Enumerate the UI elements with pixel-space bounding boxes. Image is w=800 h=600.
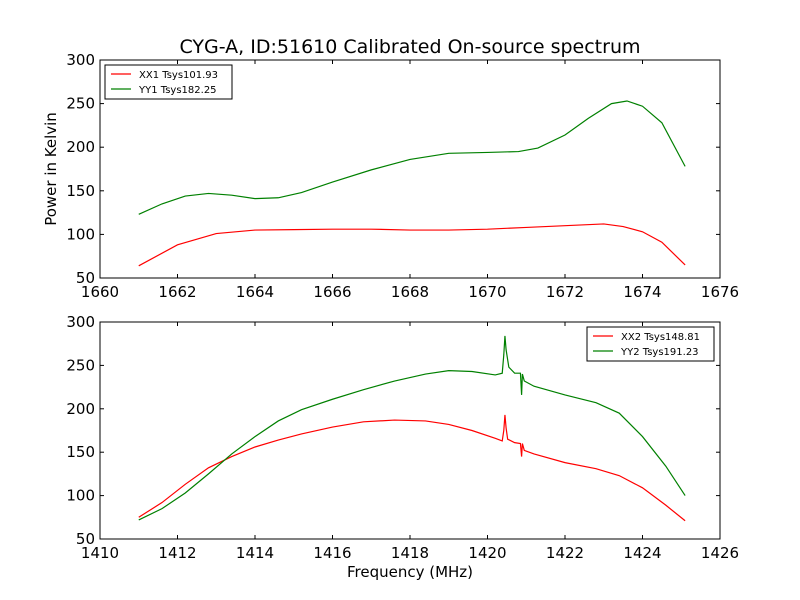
legend-label-2-2: YY2 Tsys191.23 (620, 347, 699, 358)
legend-label-2-1: XX2 Tsys148.81 (621, 332, 700, 343)
y-tick-label: 300 (66, 51, 95, 69)
y-tick-label: 200 (66, 400, 95, 418)
x-tick-label: 1418 (391, 544, 429, 562)
y-tick-label: 250 (66, 356, 95, 374)
y-tick-label: 50 (76, 269, 95, 287)
legend-box-1 (104, 64, 233, 100)
y-tick-label: 250 (66, 95, 95, 113)
y-tick-label: 100 (66, 487, 95, 505)
x-tick-label: 1670 (468, 283, 506, 301)
legend-label-1-1: XX1 Tsys101.93 (139, 70, 218, 81)
series-line-1-2 (138, 100, 686, 215)
x-tick-label: 1412 (158, 544, 196, 562)
x-tick-label: 1662 (158, 283, 196, 301)
x-tick-label: 1672 (546, 283, 584, 301)
bottom-spectrum-chart: 1410 1412 1414 1416 1418 1420 1422 1424 1426 50 10… (66, 313, 739, 581)
x-tick-label: 1676 (701, 283, 739, 301)
x-tick-label: 1664 (236, 283, 274, 301)
x-tick-label: 1426 (701, 544, 739, 562)
x-tick-label: 1666 (313, 283, 351, 301)
y-tick-label: 300 (66, 313, 95, 331)
series-line-1-1 (138, 223, 686, 267)
series-line-2-1 (138, 414, 686, 522)
x-tick-label: 1414 (236, 544, 274, 562)
y-tick-label: 50 (76, 530, 95, 548)
x-axis-label-2: Frequency (MHz) (347, 563, 473, 581)
y-tick-label: 200 (66, 138, 95, 156)
legend-label-1-2: YY1 Tsys182.25 (138, 85, 217, 96)
series-line-2-2 (138, 335, 686, 521)
x-tick-label: 1424 (623, 544, 661, 562)
x-tick-label: 1420 (468, 544, 506, 562)
x-tick-label: 1660 (81, 283, 119, 301)
y-tick-label: 100 (66, 225, 95, 243)
y-axis-label-1: Power in Kelvin (42, 112, 60, 226)
figure-title: CYG-A, ID:51610 Calibrated On-source spe… (179, 36, 640, 58)
x-tick-label: 1674 (623, 283, 661, 301)
x-tick-label: 1410 (81, 544, 119, 562)
x-tick-label: 1422 (546, 544, 584, 562)
x-tick-label: 1416 (313, 544, 351, 562)
y-tick-label: 150 (66, 182, 95, 200)
x-tick-label: 1668 (391, 283, 429, 301)
legend-box-2 (586, 326, 715, 362)
y-tick-label: 150 (66, 443, 95, 461)
top-spectrum-chart: 1660 1662 1664 1666 1668 1670 1672 1674 1676 50 10… (42, 51, 739, 301)
